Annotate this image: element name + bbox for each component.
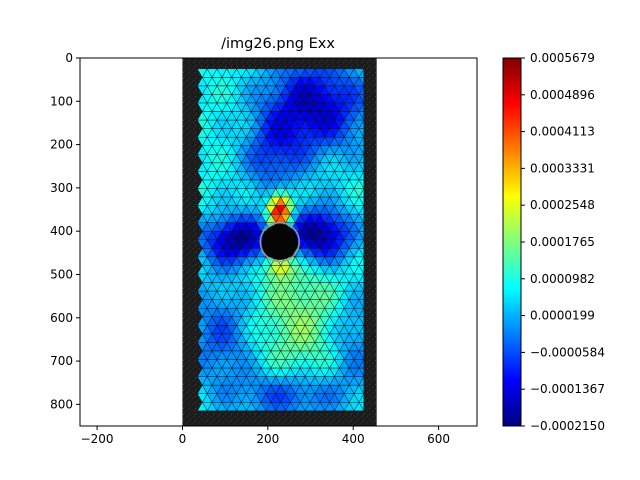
hole-region	[259, 221, 300, 263]
axes-frame	[79, 57, 478, 427]
mesh-element	[265, 401, 277, 412]
x-tick-label: 200	[256, 432, 279, 446]
mesh-element	[304, 401, 316, 412]
mesh-element	[314, 401, 326, 412]
x-tick-label: −200	[81, 432, 114, 446]
plot-area: −200 0 200 400 600 0 100 200 300 400 500 600 700 800	[50, 51, 478, 446]
colorbar-tick-label: 0.0000199	[530, 309, 595, 323]
colorbar-tick-label: 0.0002548	[530, 198, 595, 212]
y-tick-label: 200	[50, 138, 73, 152]
y-tick-label: 400	[50, 224, 73, 238]
mesh-element	[197, 401, 208, 412]
colorbar-tick-label: 0.0005679	[530, 51, 595, 65]
mesh-element	[275, 401, 286, 412]
mesh-element	[236, 401, 247, 412]
x-tick-label: 600	[427, 432, 450, 446]
mesh-element	[353, 401, 365, 412]
mesh-element	[285, 401, 296, 412]
colorbar: 0.0005679 0.0004896 0.0004113 0.0003331 0.00…	[502, 51, 605, 433]
colorbar-ticks: 0.0005679 0.0004896 0.0004113 0.0003331 0.00…	[521, 51, 605, 433]
mesh-element	[206, 401, 218, 412]
colorbar-tick-label: 0.0004896	[530, 88, 595, 102]
x-tick-label: 400	[342, 432, 365, 446]
colorbar-tick-label: 0.0000982	[530, 272, 595, 286]
mesh-element	[334, 401, 345, 412]
x-tick-label: 0	[179, 432, 187, 446]
mesh-element	[245, 401, 257, 412]
colorbar-tick-label: −0.0001367	[530, 382, 605, 396]
mesh-element	[324, 401, 335, 412]
y-tick-label: 700	[50, 354, 73, 368]
y-tick-label: 800	[50, 397, 73, 411]
colorbar-gradient	[502, 57, 522, 427]
strain-mesh	[197, 67, 365, 412]
y-tick-label: 500	[50, 267, 73, 281]
colorbar-tick-label: 0.0003331	[530, 161, 595, 175]
hole	[261, 224, 298, 260]
x-axis: −200 0 200 400 600	[81, 426, 450, 446]
y-tick-label: 300	[50, 181, 73, 195]
y-tick-label: 0	[65, 51, 73, 65]
mesh-element	[294, 401, 306, 412]
y-axis: 0 100 200 300 400 500 600 700 800	[50, 51, 80, 411]
y-tick-label: 100	[50, 94, 73, 108]
colorbar-tick-label: −0.0002150	[530, 419, 605, 433]
chart-title: /img26.png Exx	[221, 36, 335, 52]
colorbar-tick-label: 0.0004113	[530, 125, 595, 139]
mesh-element	[343, 401, 355, 412]
colorbar-tick-label: 0.0001765	[530, 235, 595, 249]
mesh-element	[226, 401, 237, 412]
y-tick-label: 600	[50, 311, 73, 325]
mesh-element	[255, 401, 267, 412]
colorbar-tick-label: −0.0000584	[530, 345, 605, 359]
mesh-element	[216, 401, 228, 412]
hole-rim	[259, 221, 300, 263]
